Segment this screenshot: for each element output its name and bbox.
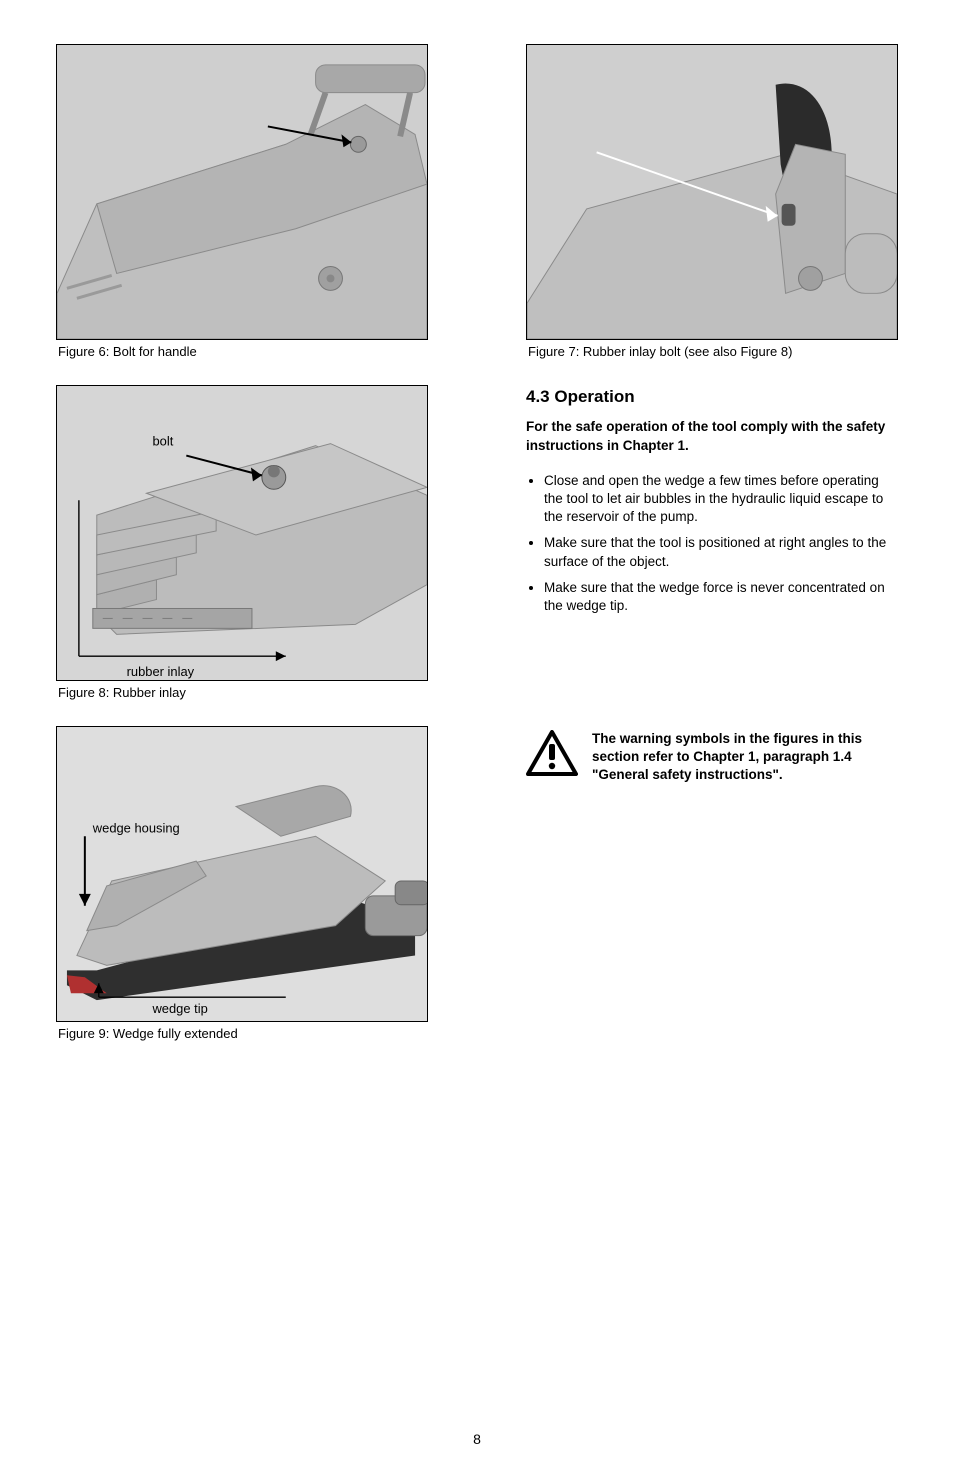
figure-9-housing-label: wedge housing xyxy=(92,820,180,835)
figure-9-col: wedge housing wedge tip Figure 9: Wedge … xyxy=(56,726,428,1041)
figure-9-tip-label: wedge tip xyxy=(151,1001,207,1016)
page: Figure 6: Bolt for handle xyxy=(0,0,954,1475)
instruction-list: Close and open the wedge a few times bef… xyxy=(526,472,898,616)
list-item: Close and open the wedge a few times bef… xyxy=(544,472,898,527)
warning-section: The warning symbols in the figures in th… xyxy=(526,726,898,785)
text-section: 4.3 Operation For the safe operation of … xyxy=(526,385,898,633)
figure-7-col: Figure 7: Rubber inlay bolt (see also Fi… xyxy=(526,44,898,359)
warning-text: The warning symbols in the figures in th… xyxy=(592,730,898,785)
figure-6-image xyxy=(57,45,427,339)
figure-row-1: Figure 6: Bolt for handle xyxy=(56,44,898,359)
figure-8-col: bolt rubber inlay Figure 8: Rubber inlay xyxy=(56,385,428,700)
figure-7 xyxy=(526,44,898,340)
figure-6-caption: Figure 6: Bolt for handle xyxy=(56,340,428,359)
figure-8-caption: Figure 8: Rubber inlay xyxy=(56,681,428,700)
list-item: Make sure that the tool is positioned at… xyxy=(544,534,898,570)
figure-6-col: Figure 6: Bolt for handle xyxy=(56,44,428,359)
figure-8-rubber-label: rubber inlay xyxy=(127,664,195,679)
figure-row-2: bolt rubber inlay Figure 8: Rubber inlay… xyxy=(56,385,898,700)
figure-6 xyxy=(56,44,428,340)
list-item: Make sure that the wedge force is never … xyxy=(544,579,898,615)
figure-9: wedge housing wedge tip xyxy=(56,726,428,1022)
section-title: 4.3 Operation xyxy=(526,385,898,408)
figure-8-image: bolt rubber inlay xyxy=(57,386,427,680)
intro-paragraph: For the safe operation of the tool compl… xyxy=(526,418,898,455)
figure-7-image xyxy=(527,45,897,339)
figure-9-image: wedge housing wedge tip xyxy=(57,727,427,1021)
warning-row: The warning symbols in the figures in th… xyxy=(526,730,898,785)
figure-7-caption: Figure 7: Rubber inlay bolt (see also Fi… xyxy=(526,340,898,359)
figure-8: bolt rubber inlay xyxy=(56,385,428,681)
warning-icon xyxy=(526,730,578,781)
page-number: 8 xyxy=(0,1431,954,1447)
figure-row-3: wedge housing wedge tip Figure 9: Wedge … xyxy=(56,726,898,1041)
figure-8-bolt-label: bolt xyxy=(152,434,173,449)
figure-9-caption: Figure 9: Wedge fully extended xyxy=(56,1022,428,1041)
